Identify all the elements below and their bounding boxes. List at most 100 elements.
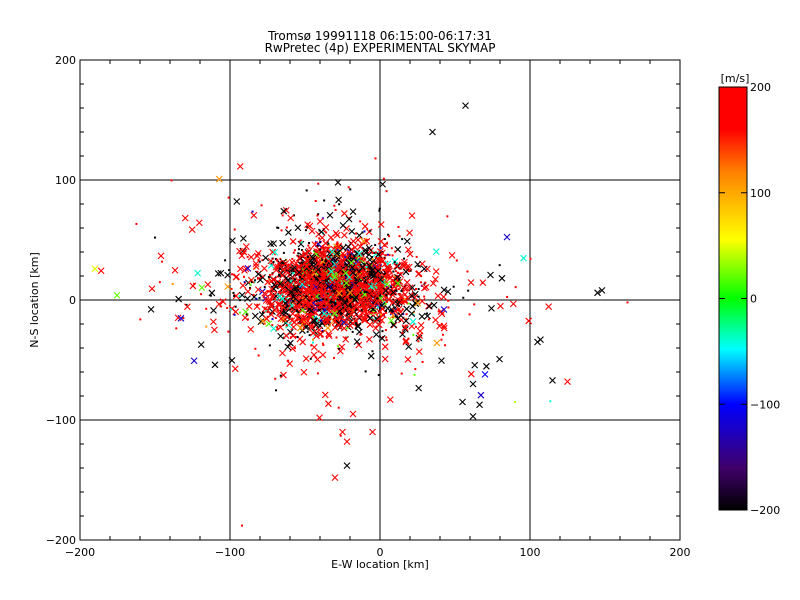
data-point-dot xyxy=(396,315,399,318)
data-point-dot xyxy=(182,317,185,320)
data-point-x xyxy=(242,243,250,251)
data-point-dot xyxy=(292,294,295,297)
data-point-x xyxy=(309,254,317,262)
data-point-dot xyxy=(311,295,314,298)
data-point-x xyxy=(278,295,286,303)
data-point-dot xyxy=(390,286,393,289)
data-point-dot xyxy=(319,248,322,251)
data-point-x xyxy=(277,332,285,340)
data-point-x xyxy=(299,297,307,305)
data-point-x xyxy=(418,313,426,320)
data-point-dot xyxy=(297,248,300,251)
data-point-dot xyxy=(360,264,363,267)
data-point-x xyxy=(385,271,393,279)
data-point-dot xyxy=(242,275,245,278)
data-point-dot xyxy=(300,265,303,268)
data-point-x xyxy=(401,326,409,333)
data-point-dot xyxy=(317,299,320,302)
data-point-dot xyxy=(323,278,326,281)
data-point-dot xyxy=(288,308,291,311)
data-point-dot xyxy=(361,257,364,260)
data-point-dot xyxy=(397,288,400,291)
data-point-x xyxy=(440,324,448,332)
data-point-x xyxy=(598,287,606,294)
data-point-x xyxy=(295,298,303,306)
data-point-dot xyxy=(332,299,335,302)
data-point-dot xyxy=(300,296,303,299)
data-point-dot xyxy=(308,284,311,287)
data-point-dot xyxy=(309,357,312,360)
data-point-x xyxy=(302,355,310,362)
data-point-dot xyxy=(318,268,321,271)
data-point-x xyxy=(236,163,244,170)
data-point-dot xyxy=(365,267,368,270)
data-point-x xyxy=(267,301,275,309)
data-point-dot xyxy=(367,278,370,281)
data-point-x xyxy=(374,256,382,263)
data-point-dot xyxy=(238,311,241,314)
data-point-dot xyxy=(326,246,329,249)
data-point-dot xyxy=(354,259,357,262)
data-point-dot xyxy=(233,294,236,297)
data-point-dot xyxy=(290,261,293,264)
data-point-x xyxy=(312,321,320,329)
data-point-x xyxy=(302,287,310,295)
data-point-dot xyxy=(334,208,337,211)
data-point-dot xyxy=(291,276,294,279)
data-point-dot xyxy=(274,258,277,261)
data-point-dot xyxy=(462,296,465,299)
data-point-x xyxy=(377,221,385,228)
data-point-dot xyxy=(365,261,368,264)
data-point-dot xyxy=(317,350,320,353)
data-point-dot xyxy=(170,179,173,182)
data-point-dot xyxy=(276,327,279,330)
data-point-dot xyxy=(381,330,384,333)
data-point-dot xyxy=(374,157,377,160)
data-point-x xyxy=(286,281,294,289)
data-point-dot xyxy=(306,275,309,278)
data-point-x xyxy=(343,438,351,445)
data-point-dot xyxy=(404,300,407,303)
data-point-dot xyxy=(305,189,308,192)
data-point-x xyxy=(215,175,223,183)
data-point-dot xyxy=(371,256,374,259)
data-point-dot xyxy=(322,281,325,284)
data-point-x xyxy=(279,239,286,247)
data-point-dot xyxy=(498,264,501,267)
data-point-dot xyxy=(339,322,342,325)
data-point-dot xyxy=(346,327,349,330)
data-point-dot xyxy=(266,315,269,318)
data-point-x xyxy=(175,295,183,303)
data-point-dot xyxy=(371,258,374,261)
data-point-x xyxy=(294,302,301,310)
data-point-dot xyxy=(325,281,328,284)
data-point-dot xyxy=(384,254,387,257)
data-point-x xyxy=(340,318,348,326)
data-point-dot xyxy=(363,257,366,260)
data-point-dot xyxy=(266,290,269,293)
data-point-dot xyxy=(394,270,397,273)
data-point-dot xyxy=(373,311,376,314)
data-point-dot xyxy=(379,313,382,316)
data-point-x xyxy=(388,306,395,313)
data-point-dot xyxy=(417,264,420,267)
data-point-dot xyxy=(302,326,305,329)
data-point-x xyxy=(422,283,430,291)
data-point-x xyxy=(356,250,363,258)
data-point-dot xyxy=(310,261,313,264)
data-point-x xyxy=(371,318,379,326)
data-point-x xyxy=(503,233,511,241)
data-point-dot xyxy=(344,256,347,259)
data-point-dot xyxy=(386,242,389,245)
data-point-dot xyxy=(249,286,252,289)
data-point-x xyxy=(423,265,431,273)
data-point-dot xyxy=(322,304,325,307)
data-point-dot xyxy=(438,324,441,327)
data-point-x xyxy=(366,321,374,329)
data-point-dot xyxy=(351,330,354,333)
data-point-x xyxy=(240,248,248,256)
data-point-x xyxy=(402,317,410,325)
data-point-x xyxy=(476,401,483,409)
data-point-x xyxy=(331,310,339,317)
data-point-dot xyxy=(268,344,271,347)
